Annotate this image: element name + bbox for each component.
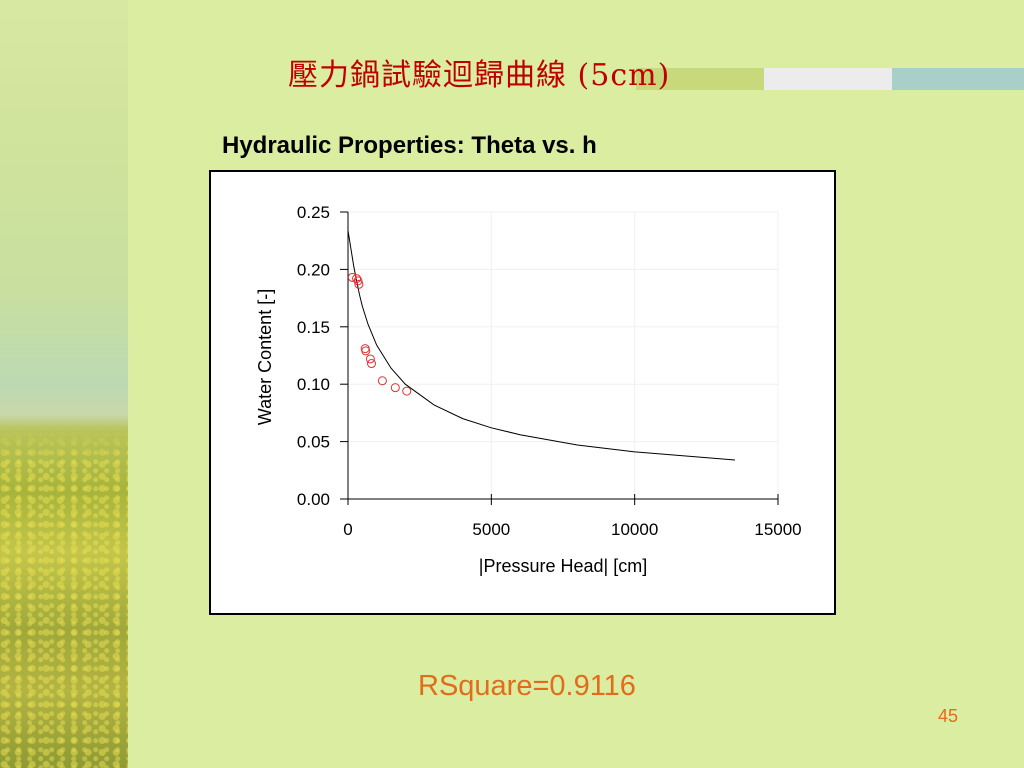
data-point <box>354 279 364 289</box>
slide-title: 壓力鍋試驗迴歸曲線 (5cm) <box>288 58 671 93</box>
y-tick-label: 0.15 <box>297 318 330 337</box>
data-point <box>402 386 412 396</box>
chart-heading: Hydraulic Properties: Theta vs. h <box>222 132 597 159</box>
x-tick-label: 15000 <box>754 520 801 539</box>
x-axis-label: |Pressure Head| [cm] <box>479 556 647 576</box>
y-axis-label: Water Content [-] <box>255 289 275 425</box>
data-point <box>361 346 371 356</box>
data-point <box>367 359 377 369</box>
title-decoration-bars <box>636 68 1024 90</box>
chart-curve-layer <box>347 230 736 461</box>
y-tick-label: 0.00 <box>297 490 330 509</box>
data-point <box>365 354 375 364</box>
y-tick-label: 0.10 <box>297 375 330 394</box>
title-bar-green <box>636 68 764 90</box>
x-tick-label: 0 <box>343 520 352 539</box>
chart-grid <box>348 211 779 499</box>
x-tick-label: 10000 <box>611 520 658 539</box>
data-point <box>377 376 387 386</box>
chart-frame: 0.00 0.05 0.10 0.15 0.20 0.25 0 5000 10000 15000 … <box>209 170 836 615</box>
data-point <box>352 274 362 284</box>
y-tick-label: 0.20 <box>297 260 330 279</box>
chart-point-layer <box>347 272 412 396</box>
field-photo-strip <box>0 0 128 768</box>
y-tick-label: 0.05 <box>297 433 330 452</box>
chart-svg: 0.000.050.100.150.200.250 5000 10000 15000 … <box>255 203 802 576</box>
y-tick-label: 0.25 <box>297 203 330 222</box>
data-point <box>390 383 400 393</box>
rsquare-value: RSquare=0.9116 <box>418 670 636 702</box>
chart-axes: 0.00 0.05 0.10 0.15 0.20 0.25 0 5000 10000 15000 <box>297 203 802 539</box>
data-point <box>353 276 363 286</box>
page-number: 45 <box>938 706 959 726</box>
x-tick-label: 5000 <box>472 520 510 539</box>
title-bar-teal <box>892 68 1024 90</box>
fitted-curve-line <box>347 230 736 461</box>
title-bar-grey <box>764 68 892 90</box>
